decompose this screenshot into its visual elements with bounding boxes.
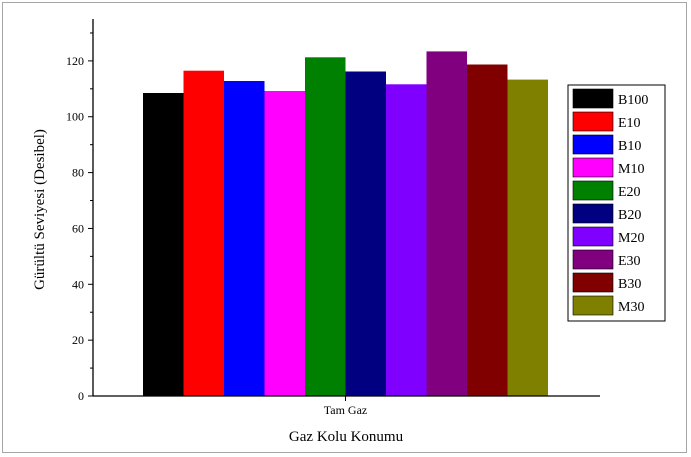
y-tick-label: 120 <box>66 54 84 68</box>
legend-label-b20: B20 <box>618 208 641 223</box>
chart-frame: 0 20 40 60 80 100 120 Tam Gaz Gaz Kolu Konumu … <box>2 2 687 453</box>
legend-swatch-e20 <box>572 180 614 201</box>
bar-m30 <box>507 79 548 396</box>
x-axis-title: Gaz Kolu Konumu <box>289 429 404 445</box>
y-tick-label: 80 <box>72 166 84 180</box>
legend-swatch-b30 <box>572 272 614 293</box>
legend-label-b30: B30 <box>618 277 641 292</box>
legend-label-b10: B10 <box>618 139 641 154</box>
legend-swatch-m10 <box>572 157 614 178</box>
legend-swatch-b100 <box>572 88 614 109</box>
x-tick-label: Tam Gaz <box>324 403 367 417</box>
legend-label-m30: M30 <box>618 300 644 315</box>
y-ticks-group: 0 20 40 60 80 100 120 <box>66 32 93 403</box>
legend-swatch-b10 <box>572 134 614 155</box>
bar-m10 <box>264 91 305 396</box>
legend-swatch-e30 <box>572 249 614 270</box>
legend-label-e20: E20 <box>618 185 641 200</box>
bar-e30 <box>426 51 467 397</box>
bar-b100 <box>143 93 184 396</box>
bar-e10 <box>183 70 224 396</box>
legend-swatch-m30 <box>572 295 614 316</box>
y-tick-label: 20 <box>72 333 84 347</box>
y-axis-title: Gürültü Seviyesi (Desibel) <box>32 129 48 290</box>
y-tick-label: 0 <box>78 389 84 403</box>
legend-swatch-b20 <box>572 203 614 224</box>
y-tick-label: 60 <box>72 221 84 235</box>
bar-m20 <box>386 84 427 397</box>
legend-swatch-e10 <box>572 111 614 132</box>
bar-e20 <box>305 57 346 397</box>
legend-label-b100: B100 <box>618 93 648 108</box>
legend-label-m20: M20 <box>618 231 644 246</box>
legend-label-e30: E30 <box>618 254 641 269</box>
y-tick-label: 100 <box>66 110 84 124</box>
bar-b20 <box>345 71 386 396</box>
y-tick-label: 40 <box>72 277 84 291</box>
legend-label-m10: M10 <box>618 162 644 177</box>
bar-b10 <box>224 81 265 396</box>
axes-group <box>92 19 600 401</box>
legend-label-e10: E10 <box>618 116 641 131</box>
legend-swatch-m20 <box>572 226 614 247</box>
legend: B100 E10 B10 M10 E20 B20 M20 E30 B30 M30 <box>567 84 666 322</box>
bars-group <box>143 51 548 397</box>
bar-b30 <box>467 64 508 396</box>
